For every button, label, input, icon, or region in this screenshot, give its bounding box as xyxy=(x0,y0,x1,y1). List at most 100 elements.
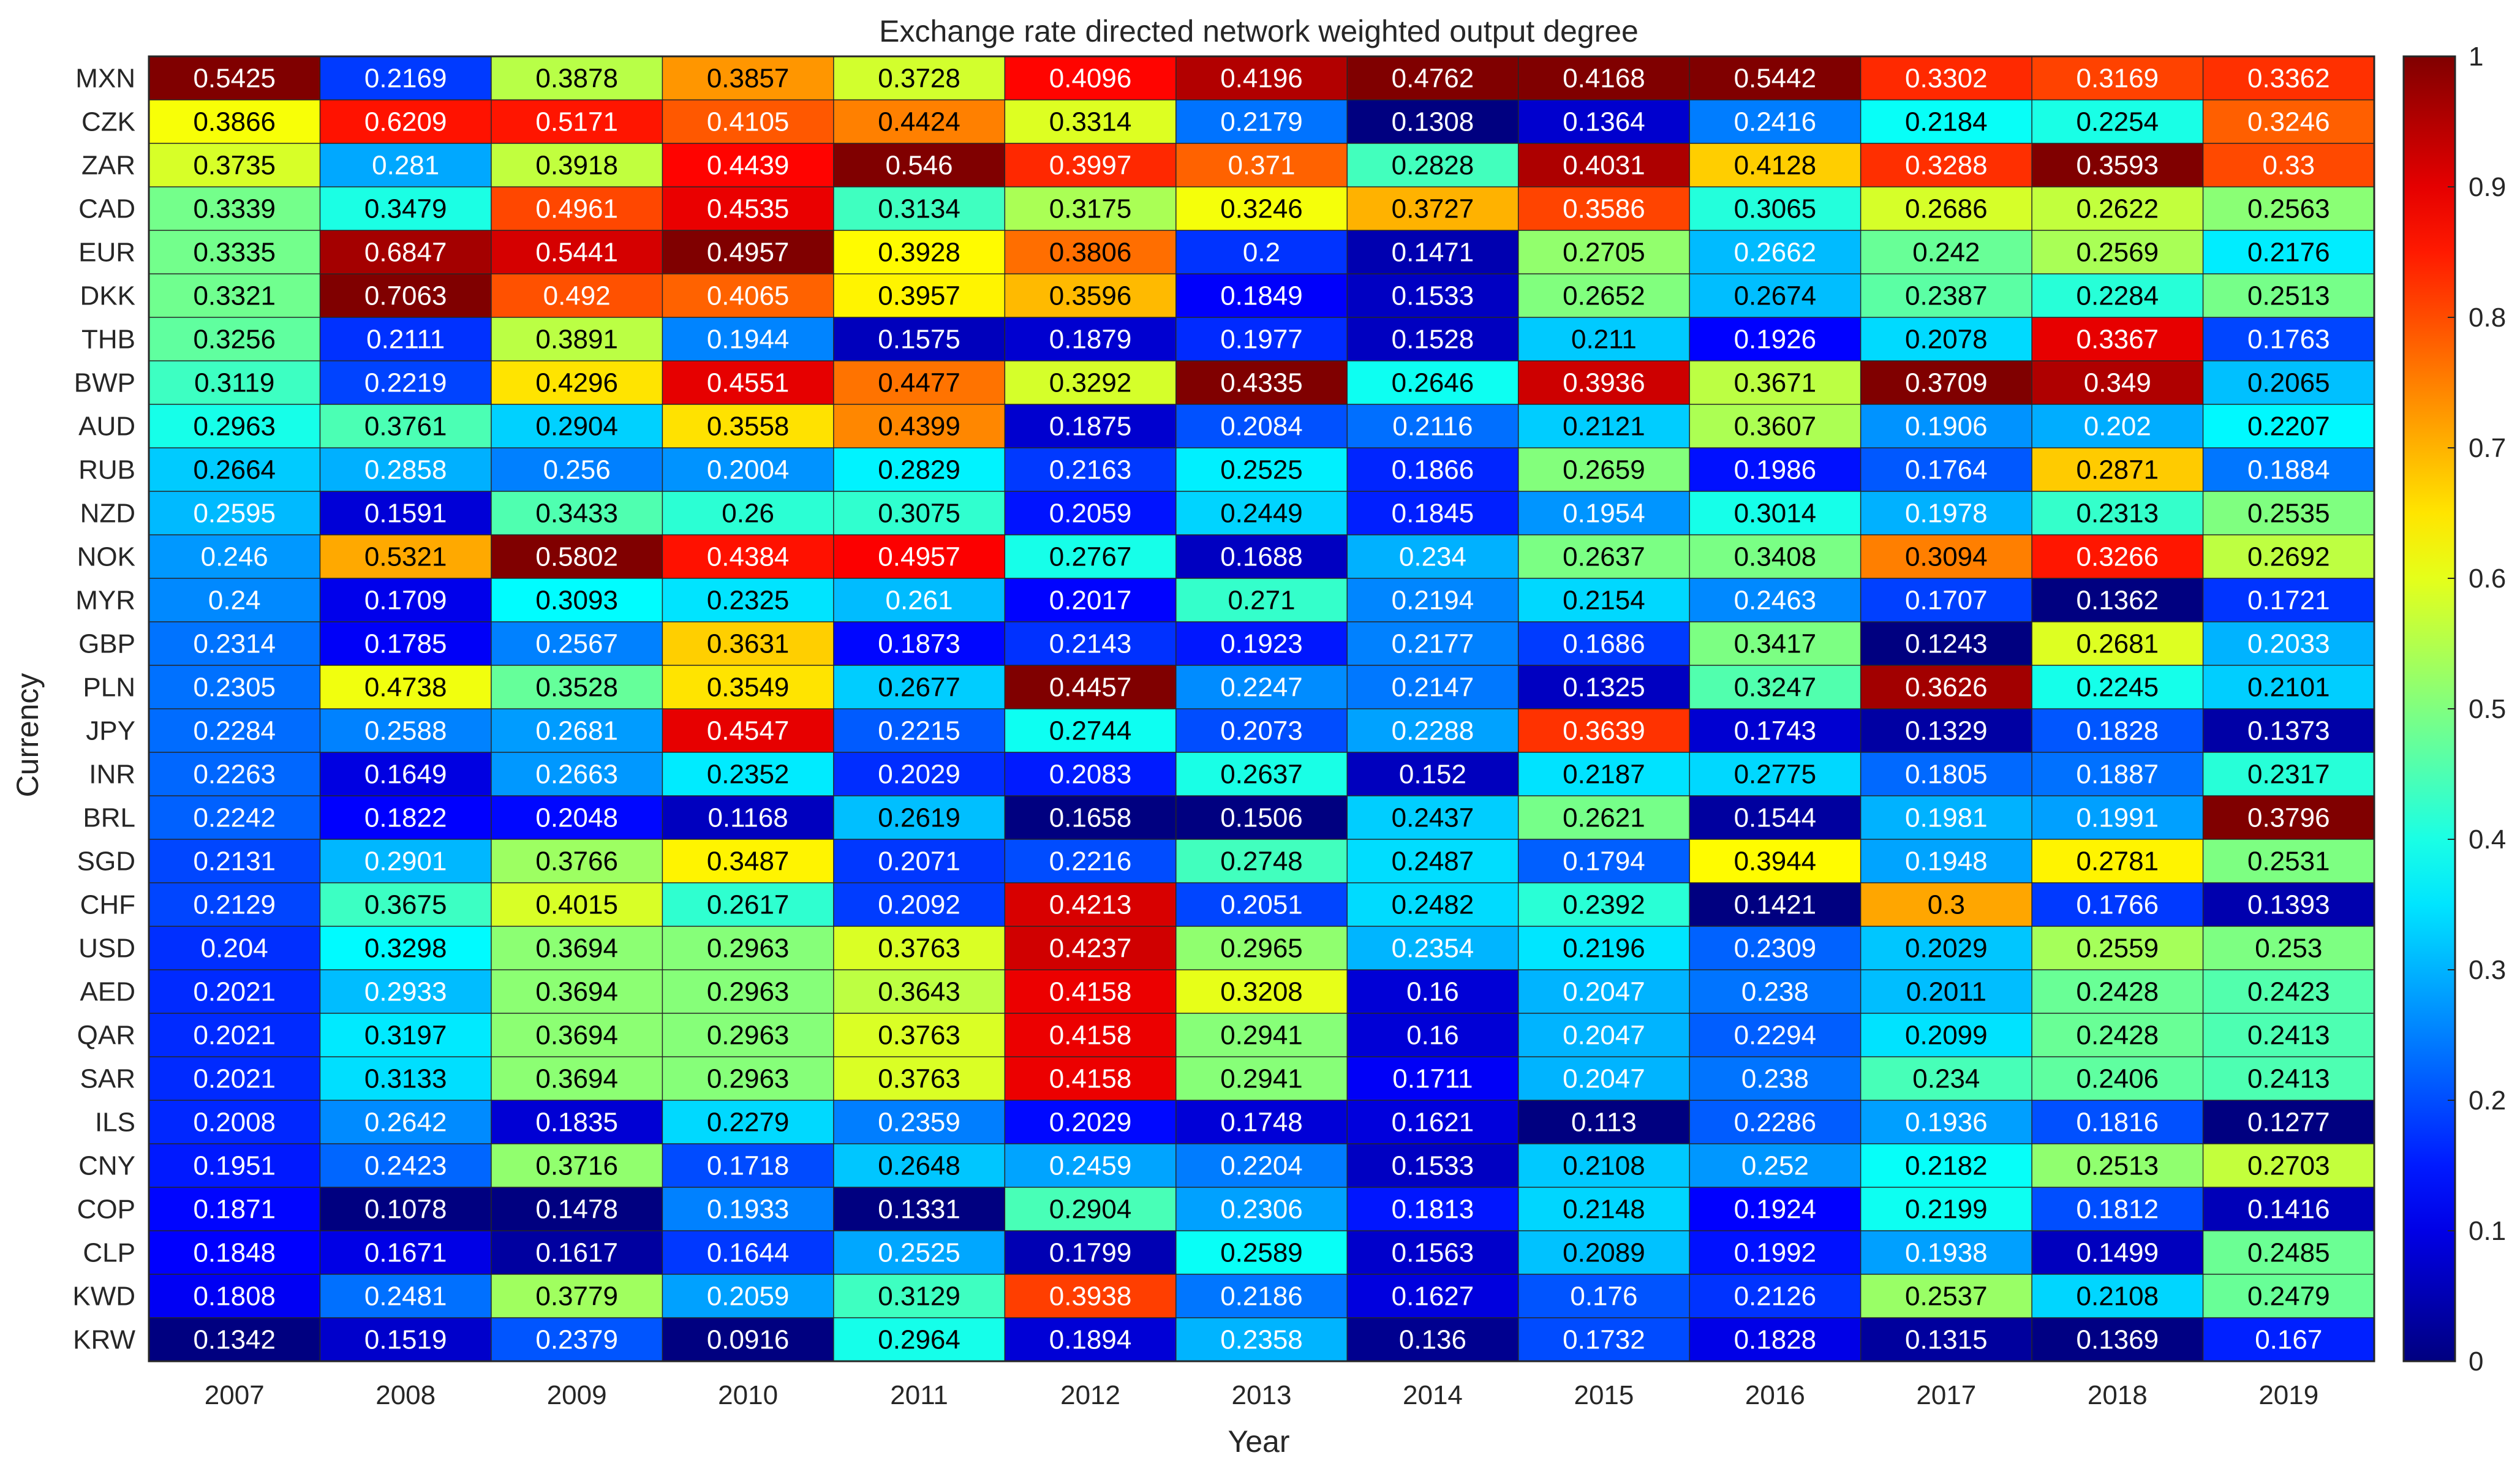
heatmap-cell xyxy=(1517,926,1691,971)
heatmap-cell xyxy=(148,99,321,145)
heatmap-cell xyxy=(1689,317,1862,362)
cell-value-label: 0.1506 xyxy=(1220,803,1303,833)
heatmap-cell xyxy=(148,447,321,493)
y-tick-label: EUR xyxy=(78,238,135,268)
cell-value-label: 0.2681 xyxy=(535,716,618,746)
cell-value-label: 0.1688 xyxy=(1220,542,1303,572)
colorbar-tick-label: 1 xyxy=(2469,42,2483,72)
cell-value-label: 0.2254 xyxy=(2077,107,2159,137)
heatmap-cell xyxy=(148,1143,321,1188)
cell-value-label: 0.1794 xyxy=(1563,847,1645,877)
cell-value-label: 0.3878 xyxy=(535,64,618,94)
heatmap-cell xyxy=(1689,665,1862,710)
y-tick-label: PLN xyxy=(83,673,135,703)
cell-value-label: 0.2941 xyxy=(1220,1064,1303,1094)
cell-value-label: 0.3065 xyxy=(1734,194,1817,224)
y-tick-label: SGD xyxy=(77,847,135,877)
cell-value-label: 0.3626 xyxy=(1905,673,1988,703)
cell-value-label: 0.4213 xyxy=(1049,890,1132,920)
heatmap-cell xyxy=(148,273,321,319)
heatmap-cell xyxy=(1860,143,2033,188)
cell-value-label: 0.3639 xyxy=(1563,716,1645,746)
heatmap-cell xyxy=(1860,186,2033,232)
cell-value-label: 0.4065 xyxy=(707,281,790,311)
cell-value-label: 0.3335 xyxy=(193,238,276,268)
cell-value-label: 0.1707 xyxy=(1905,586,1988,616)
cell-value-label: 0.3761 xyxy=(364,412,447,442)
y-tick-label: JPY xyxy=(86,716,135,746)
y-tick-label: SAR xyxy=(80,1064,135,1094)
cell-value-label: 0.2033 xyxy=(2247,629,2330,659)
heatmap-cell xyxy=(1004,317,1177,362)
heatmap-cell xyxy=(2031,839,2204,884)
cell-value-label: 0.2101 xyxy=(2247,673,2330,703)
heatmap-cell xyxy=(833,143,1006,188)
heatmap-cell xyxy=(2202,491,2375,536)
heatmap-cell xyxy=(319,1187,492,1232)
colorbar-tick-label: 0.8 xyxy=(2469,303,2506,333)
heatmap-cell xyxy=(2031,1230,2204,1275)
cell-value-label: 0.3631 xyxy=(707,629,790,659)
heatmap-cell xyxy=(1517,534,1691,580)
cell-value-label: 0.3362 xyxy=(2247,64,2330,94)
heatmap-cell xyxy=(319,665,492,710)
heatmap-cell xyxy=(1860,795,2033,841)
x-tick-label: 2015 xyxy=(1574,1380,1634,1410)
heatmap-cell xyxy=(2031,969,2204,1014)
cell-value-label: 0.3256 xyxy=(193,325,276,355)
cell-value-label: 0.2186 xyxy=(1220,1282,1303,1312)
heatmap-cell xyxy=(1004,1274,1177,1319)
heatmap-cell xyxy=(1346,360,1519,406)
cell-value-label: 0.6209 xyxy=(364,107,447,137)
heatmap-cell xyxy=(833,1013,1006,1058)
cell-value-label: 0.3928 xyxy=(878,238,960,268)
heatmap-cell xyxy=(662,534,835,580)
cell-value-label: 0.4237 xyxy=(1049,934,1132,964)
cell-value-label: 0.2108 xyxy=(1563,1151,1645,1181)
cell-value-label: 0.2247 xyxy=(1220,673,1303,703)
heatmap-cell xyxy=(1689,752,1862,797)
cell-value-label: 0.1926 xyxy=(1734,325,1817,355)
cell-value-label: 0.2748 xyxy=(1220,847,1303,877)
cell-value-label: 0.3675 xyxy=(364,890,447,920)
heatmap-cell xyxy=(319,578,492,623)
cell-value-label: 0.2933 xyxy=(364,977,447,1007)
heatmap-cell xyxy=(1346,404,1519,449)
cell-value-label: 0.2021 xyxy=(193,977,276,1007)
cell-value-label: 0.2858 xyxy=(364,455,447,485)
cell-value-label: 0.2941 xyxy=(1220,1021,1303,1051)
cell-value-label: 0.3735 xyxy=(193,151,276,181)
cell-value-label: 0.2126 xyxy=(1734,1282,1817,1312)
heatmap-cell xyxy=(1860,839,2033,884)
colorbar-tick-label: 0.4 xyxy=(2469,825,2506,855)
cell-value-label: 0.1362 xyxy=(2077,586,2159,616)
cell-value-label: 0.2207 xyxy=(2247,412,2330,442)
cell-value-label: 0.2428 xyxy=(2077,977,2159,1007)
cell-value-label: 0.281 xyxy=(372,151,439,181)
heatmap-cell xyxy=(2031,665,2204,710)
heatmap-cell xyxy=(2202,534,2375,580)
heatmap-cell xyxy=(1517,752,1691,797)
cell-value-label: 0.2169 xyxy=(364,64,447,94)
heatmap-cell xyxy=(2031,491,2204,536)
heatmap-cell xyxy=(833,1274,1006,1319)
cell-value-label: 0.2692 xyxy=(2247,542,2330,572)
cell-value-label: 0.3779 xyxy=(535,1282,618,1312)
heatmap-cell xyxy=(319,143,492,188)
heatmap-cell xyxy=(1175,795,1348,841)
cell-value-label: 0.2059 xyxy=(707,1282,790,1312)
heatmap-cell xyxy=(491,1317,663,1362)
cell-value-label: 0.2047 xyxy=(1563,1021,1645,1051)
heatmap-cell xyxy=(148,1274,321,1319)
y-tick-label: ZAR xyxy=(81,151,135,181)
y-tick-label: USD xyxy=(78,934,135,964)
cell-value-label: 0.2664 xyxy=(193,455,276,485)
cell-value-label: 0.4196 xyxy=(1220,64,1303,94)
cell-value-label: 0.1805 xyxy=(1905,760,1988,790)
heatmap-cell xyxy=(1175,621,1348,667)
heatmap-cell xyxy=(662,621,835,667)
heatmap-cell xyxy=(491,186,663,232)
cell-value-label: 0.1884 xyxy=(2247,455,2330,485)
heatmap-cell xyxy=(1175,447,1348,493)
cell-value-label: 0.3298 xyxy=(364,934,447,964)
